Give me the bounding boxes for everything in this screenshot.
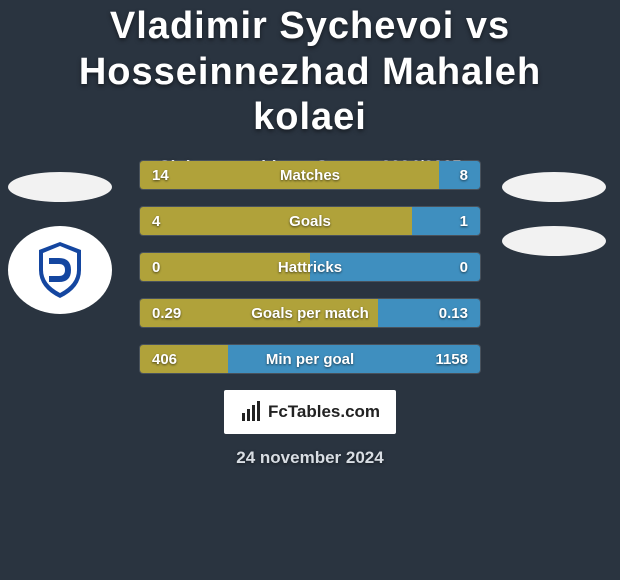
stat-row: 4Goals1 [139,206,481,236]
stat-label: Matches [140,161,480,190]
player2-logo-col [502,172,612,280]
bar-chart-icon [240,401,262,423]
stat-row: 14Matches8 [139,160,481,190]
stat-bars: 14Matches8 4Goals1 0Hattricks0 0.29Goals pe… [139,160,481,374]
stat-row: 406Min per goal1158 [139,344,481,374]
date-text: 24 november 2024 [0,448,620,468]
stat-label: Goals [140,207,480,236]
stats-area: 14Matches8 4Goals1 0Hattricks0 0.29Goals pe… [0,160,620,468]
stat-right-value: 0.13 [427,299,480,328]
fctables-badge: FcTables.com [224,390,396,434]
stat-label: Hattricks [140,253,480,282]
stat-right-value: 8 [448,161,480,190]
page-title: Vladimir Sychevoi vs Hosseinnezhad Mahal… [0,0,620,141]
player2-club-ellipse [502,226,606,256]
player1-country-ellipse [8,172,112,202]
stat-right-value: 1158 [423,345,480,374]
stat-right-value: 0 [448,253,480,282]
player2-country-ellipse [502,172,606,202]
dynamo-shield-icon [35,240,85,300]
stat-row: 0.29Goals per match0.13 [139,298,481,328]
player1-logo-col [8,172,118,314]
stat-right-value: 1 [448,207,480,236]
player1-club-logo [8,226,112,314]
stat-row: 0Hattricks0 [139,252,481,282]
badge-text: FcTables.com [268,402,380,422]
